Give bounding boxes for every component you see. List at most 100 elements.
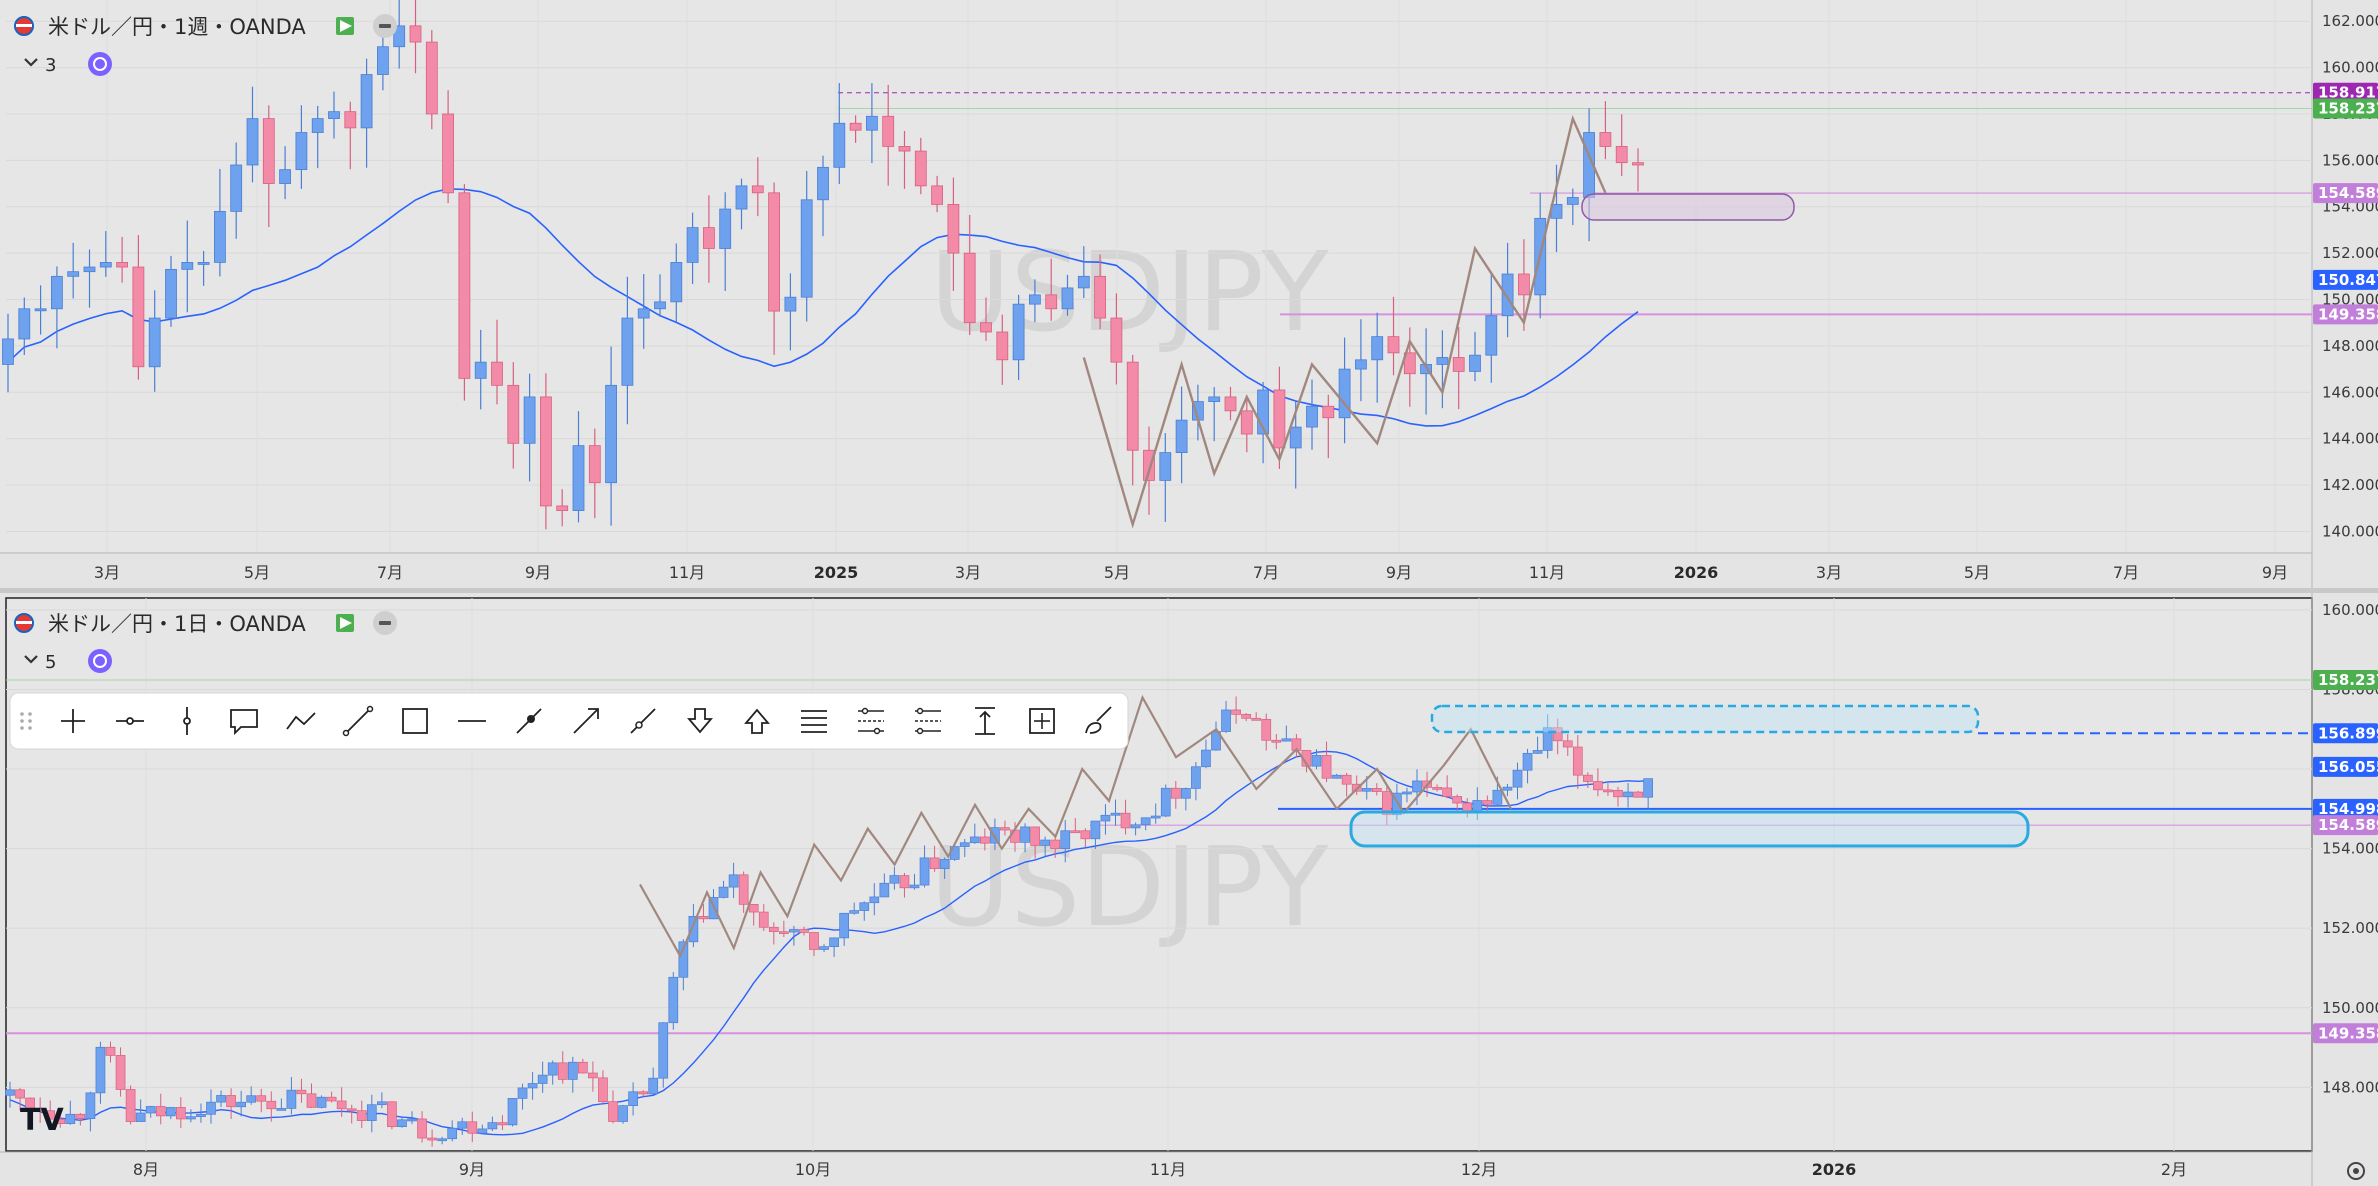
daily-candle-body [55, 1118, 66, 1124]
daily-dashed-zone-rectangle[interactable] [1430, 704, 1980, 734]
us-japan-flag-icon [14, 613, 34, 633]
weekly-x-tick-label: 3月 [955, 563, 981, 582]
weekly-candle-body [1012, 303, 1025, 361]
weekly-level-lines [838, 92, 2312, 316]
weekly-candle-body [1045, 294, 1058, 310]
parallel-lines-icon[interactable] [792, 699, 836, 743]
chevron-down-icon[interactable] [24, 58, 38, 67]
horizontal-ray-icon[interactable] [108, 699, 152, 743]
weekly-time-axis[interactable]: 3月 5月 7月 9月 11月 2025 3月 5月 7月 9月 11月 2026 3月 5月 7月 9月 [94, 563, 2288, 582]
weekly-legend-header[interactable]: 米ドル／円・1週・OANDA 3 [14, 14, 397, 76]
ray-icon[interactable] [621, 699, 665, 743]
daily-candle-body [1170, 787, 1181, 799]
weekly-candle-body [523, 396, 536, 444]
fib-lines-icon[interactable] [849, 699, 893, 743]
collapse-icon[interactable] [373, 611, 397, 635]
channel-icon[interactable] [906, 699, 950, 743]
weekly-candle-body [458, 192, 471, 379]
daily-level-lines [6, 679, 2312, 1035]
weekly-candle-body [1240, 410, 1253, 435]
daily-candle-body [65, 1113, 76, 1124]
weekly-candle-body [1094, 275, 1106, 319]
brush-icon[interactable] [1077, 699, 1121, 743]
daily-candle-body [1402, 791, 1412, 795]
daily-candle-body [748, 903, 759, 913]
daily-candle-body [547, 1062, 558, 1076]
marker-arrow-icon[interactable] [507, 699, 551, 743]
daily-candle-body [377, 1101, 387, 1106]
arrow-up-icon[interactable] [735, 699, 779, 743]
daily-candle-body [487, 1122, 498, 1130]
weekly-candle-body [1485, 315, 1498, 356]
gear-icon[interactable] [2347, 1162, 2365, 1180]
horizontal-segment-icon[interactable] [450, 699, 494, 743]
callout-icon[interactable] [222, 699, 266, 743]
weekly-y-tick-label: 148.000 [2322, 337, 2378, 355]
price-range-icon[interactable] [963, 699, 1007, 743]
daily-x-tick-label: 8月 [133, 1160, 159, 1179]
daily-candle-body [356, 1110, 367, 1121]
daily-legend-header[interactable]: 米ドル／円・1日・OANDA 5 [14, 611, 397, 673]
daily-candle-body [417, 1118, 427, 1139]
weekly-chart-panel[interactable]: USDJPY 162.000160.000158.000156.000154.0… [0, 0, 2378, 590]
panel-separator[interactable] [0, 588, 2378, 593]
vertical-line-icon[interactable] [165, 699, 209, 743]
daily-time-axis[interactable]: 8月 9月 10月 11月 12月 2026 2月 [133, 1160, 2187, 1179]
daily-symbol-title[interactable]: 米ドル／円・1日・OANDA [48, 612, 306, 636]
green-flag-icon[interactable] [336, 17, 354, 35]
weekly-zone-rectangle[interactable] [1581, 193, 1795, 221]
crosshair-tool-icon[interactable] [51, 699, 95, 743]
daily-candle-body [1160, 787, 1171, 817]
weekly-price-label-bg [2313, 304, 2378, 325]
daily-candle-body [336, 1100, 347, 1110]
daily-ma-line [9, 750, 1649, 1136]
daily-candle-body [246, 1095, 257, 1103]
chevron-down-icon[interactable] [24, 655, 38, 664]
rectangle-icon[interactable] [393, 699, 437, 743]
weekly-y-tick-label: 150.000 [2322, 291, 2378, 309]
green-flag-icon[interactable] [336, 614, 354, 632]
weekly-candle-body [963, 252, 976, 324]
weekly-symbol-title[interactable]: 米ドル／円・1週・OANDA [48, 15, 306, 39]
daily-candle-body [1020, 826, 1030, 843]
weekly-watermark: USDJPY [930, 228, 1329, 356]
daily-candle-body [1341, 774, 1352, 785]
trend-line-icon[interactable] [336, 699, 380, 743]
daily-zone-rectangle[interactable] [1349, 810, 2030, 848]
daily-candle-body [738, 874, 749, 905]
daily-chart-panel[interactable]: USDJPY 160.000158.000156.000154.000152.0… [0, 593, 2378, 1186]
weekly-candle-body [1126, 361, 1139, 451]
weekly-candle-body [262, 118, 275, 184]
weekly-candle-body [1469, 354, 1481, 372]
refresh-icon[interactable] [88, 52, 112, 76]
daily-candle-body [155, 1106, 166, 1117]
daily-candle-body [1502, 786, 1513, 791]
arrow-down-icon[interactable] [678, 699, 722, 743]
path-icon[interactable] [279, 699, 323, 743]
daily-candle-body [105, 1046, 116, 1056]
weekly-plot-area[interactable] [0, 0, 2312, 552]
arrow-line-icon[interactable] [564, 699, 608, 743]
tradingview-logo-icon[interactable]: TV [20, 1103, 64, 1138]
daily-plot-area[interactable] [5, 597, 2313, 1152]
daily-candle-body [5, 1089, 15, 1096]
daily-candle-body [517, 1087, 528, 1099]
drawing-toolbar[interactable] [9, 692, 1129, 750]
daily-candle-body [1140, 817, 1151, 826]
daily-candle-body [1452, 796, 1463, 804]
collapse-icon[interactable] [373, 14, 397, 38]
measure-box-icon[interactable] [1020, 699, 1064, 743]
daily-candle-body [226, 1095, 236, 1108]
weekly-price-label: 158.237 [2318, 99, 2378, 117]
daily-candle-body [598, 1077, 608, 1102]
daily-candle-body [527, 1083, 538, 1089]
weekly-candle-body [1599, 132, 1612, 147]
weekly-zigzag [1082, 114, 1607, 529]
refresh-icon[interactable] [88, 649, 112, 673]
tool-part [527, 715, 535, 723]
toolbar-drag-handle-icon[interactable] [20, 712, 32, 730]
daily-candle-body [839, 912, 850, 939]
weekly-price-label-bg [2313, 82, 2378, 103]
weekly-candle-body [295, 132, 308, 171]
weekly-candle-body [751, 185, 764, 194]
